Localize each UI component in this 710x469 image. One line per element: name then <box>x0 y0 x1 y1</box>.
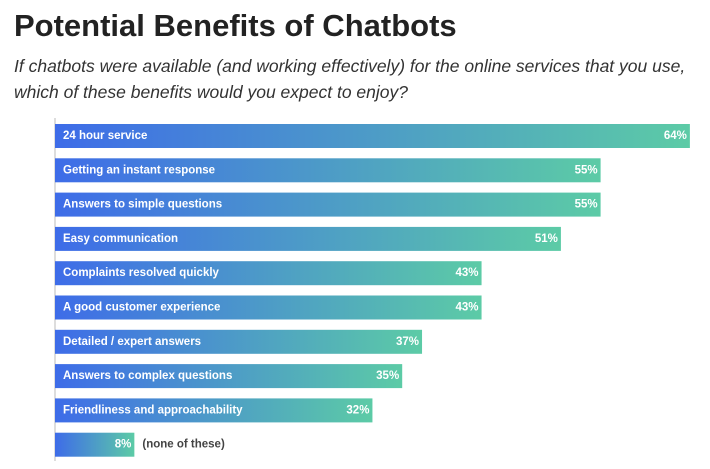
chart-title: Potential Benefits of Chatbots <box>14 8 457 43</box>
value-label: 35% <box>376 370 399 382</box>
bar <box>55 124 690 148</box>
category-label: (none of these) <box>142 439 225 451</box>
bar <box>55 261 482 286</box>
bar <box>55 329 423 354</box>
bar <box>55 432 135 457</box>
value-label: 43% <box>456 267 479 279</box>
category-label: Complaints resolved quickly <box>63 267 220 279</box>
value-label: 37% <box>396 336 419 348</box>
category-label: Getting an instant response <box>63 164 215 176</box>
value-label: 64% <box>664 130 687 142</box>
bar <box>55 364 403 389</box>
bar <box>55 398 373 423</box>
category-label: Answers to simple questions <box>63 199 222 211</box>
value-label: 8% <box>115 439 132 451</box>
value-label: 43% <box>456 302 479 314</box>
bar <box>55 226 561 251</box>
value-label: 55% <box>575 164 598 176</box>
chart-subtitle: If chatbots were available (and working … <box>14 56 686 102</box>
value-label: 32% <box>346 404 369 416</box>
value-label: 55% <box>575 199 598 211</box>
category-label: Answers to complex questions <box>63 370 232 382</box>
category-label: 24 hour service <box>63 130 147 142</box>
value-label: 51% <box>535 233 558 245</box>
bar <box>55 158 601 183</box>
category-label: Detailed / expert answers <box>63 336 201 348</box>
bar <box>55 192 601 217</box>
bar <box>55 295 482 320</box>
category-label: A good customer experience <box>63 302 220 314</box>
category-label: Friendliness and approachability <box>63 404 243 416</box>
category-label: Easy communication <box>63 233 178 245</box>
